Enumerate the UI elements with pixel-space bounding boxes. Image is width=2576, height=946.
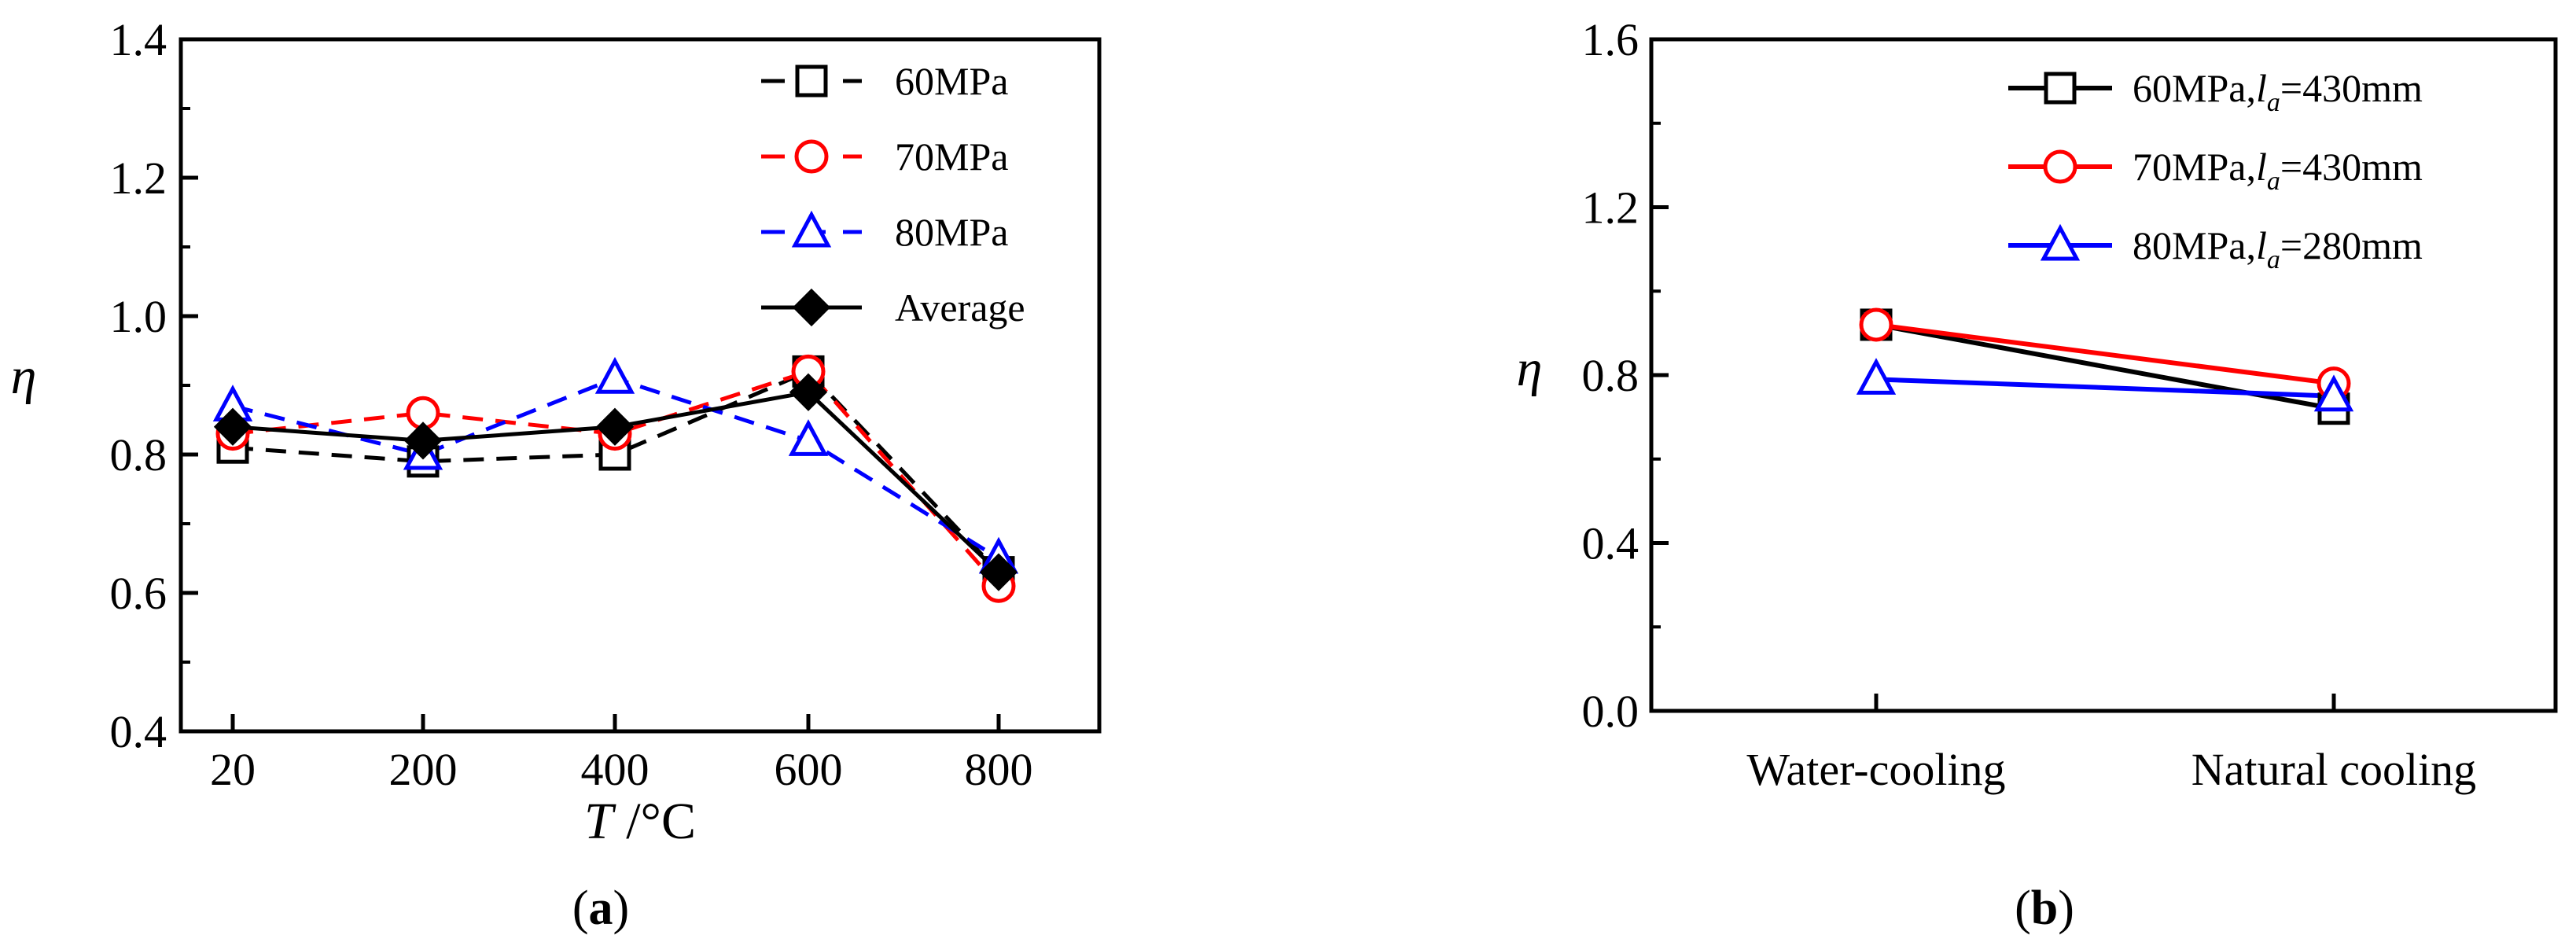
y-tick-label-b: 0.0 (1582, 686, 1639, 737)
legend-name-b-2: 80MPa, (2133, 223, 2256, 267)
y-tick-label-b: 0.4 (1582, 518, 1639, 569)
x-axis-label-a: T /°C (584, 793, 696, 850)
caption-b-letter: b (2031, 882, 2058, 935)
series-line-b-1 (1875, 322, 2335, 386)
x-tick-label-b: Natural cooling (2191, 744, 2476, 795)
legend-label-b-1: 70MPa,la=430mm (2133, 145, 2423, 196)
data-point-b-2-1 (2313, 374, 2354, 412)
legend-marker-b-1 (2043, 149, 2077, 184)
axes-a: 0.4 0.6 0.8 1.0 1.2 1.4 20 200 400 600 800 (110, 14, 1033, 795)
legend-l-b-2: l (2256, 223, 2267, 267)
legend-b: 60MPa,la=430mm70MPa,la=430mm80MPa,la=280… (2008, 66, 2423, 274)
y-tick-label-a: 0.8 (110, 429, 167, 480)
caption-a-close: ) (613, 882, 630, 935)
caption-b-close: ) (2058, 882, 2074, 935)
data-point-a-3-4 (979, 553, 1018, 591)
series-line-a-0 (232, 369, 1000, 574)
legend-label-b-0: 60MPa,la=430mm (2133, 66, 2423, 117)
y-tick-label-a: 0.4 (110, 706, 167, 757)
data-point-b-2-0 (1856, 358, 1897, 395)
data-point-a-2-3 (788, 419, 829, 456)
x-tick-label-a: 20 (210, 744, 256, 795)
legend-name-b-0: 60MPa, (2133, 66, 2256, 110)
y-tick-label-a: 0.6 (110, 568, 167, 619)
plot-frame-b (1649, 37, 2558, 713)
data-point-a-2-2 (594, 356, 635, 394)
series-a (212, 354, 1019, 603)
panel-b: 0.0 0.4 0.8 1.2 1.6 Water-cooling Natural cool… (1517, 14, 2558, 935)
legend-label-a-3: Average (895, 285, 1025, 329)
legend-sub-b-2: a (2267, 245, 2280, 274)
y-tick-label-b: 1.2 (1582, 182, 1639, 234)
y-tick-label-a: 1.2 (110, 153, 167, 204)
legend-label-b-2: 80MPa,la=280mm (2133, 223, 2423, 274)
legend-l-b-1: l (2256, 145, 2267, 189)
data-point-b-1-0 (1859, 307, 1893, 342)
x-tick-label-a: 800 (965, 744, 1033, 795)
y-tick-label-a: 1.0 (110, 291, 167, 342)
series-line-b-2 (1875, 377, 2335, 399)
legend-label-a-2: 80MPa (895, 210, 1008, 254)
data-point-a-3-2 (595, 407, 635, 446)
axes-b: 0.0 0.4 0.8 1.2 1.6 Water-cooling Natural cool… (1582, 14, 2477, 795)
legend-marker-b-2 (2040, 223, 2081, 261)
legend-marker-b-0 (2044, 72, 2077, 105)
legend-value-b-1: =430mm (2280, 145, 2423, 189)
data-point-a-3-0 (213, 407, 252, 446)
data-point-a-3-3 (789, 373, 828, 411)
legend-value-b-2: =280mm (2280, 223, 2423, 267)
caption-a-letter: a (589, 882, 613, 935)
legend-marker-a-1 (794, 139, 829, 174)
legend-l-b-0: l (2256, 66, 2267, 110)
legend-name-b-1: 70MPa, (2133, 145, 2256, 189)
y-axis-label-b: η (1517, 340, 1543, 397)
data-point-a-3-1 (403, 421, 443, 460)
legend-a: 60MPa 70MPa 80MPa Average (761, 59, 1025, 329)
series-line-b-0 (1875, 322, 2335, 411)
caption-b-open: ( (2015, 882, 2031, 935)
legend-value-b-0: =430mm (2280, 66, 2423, 110)
legend-sub-b-0: a (2267, 88, 2280, 117)
series-line-a-1 (232, 369, 1000, 587)
y-axis-label-a: η (11, 348, 37, 405)
legend-marker-a-3 (792, 288, 831, 327)
panel-a: 0.4 0.6 0.8 1.0 1.2 1.4 20 200 400 600 800 60MPa 70… (11, 14, 1102, 935)
legend-marker-a-0 (795, 64, 828, 98)
legend-label-a-1: 70MPa (895, 134, 1008, 179)
y-tick-label-b: 1.6 (1582, 14, 1639, 65)
caption-a-open: ( (572, 882, 589, 935)
caption-a: (a) (572, 882, 629, 935)
y-tick-label-a: 1.4 (110, 14, 167, 65)
y-tick-label-b: 0.8 (1582, 350, 1639, 401)
x-axis-var-a: T (584, 793, 616, 850)
legend-marker-a-2 (791, 210, 832, 248)
x-tick-label-a: 600 (775, 744, 843, 795)
x-axis-unit-a: /°C (613, 793, 696, 850)
series-b (1856, 307, 2354, 425)
x-tick-label-b: Water-cooling (1746, 744, 2005, 795)
caption-b: (b) (2015, 882, 2074, 935)
x-tick-label-a: 200 (389, 744, 458, 795)
legend-label-a-0: 60MPa (895, 59, 1008, 103)
x-tick-label-a: 400 (581, 744, 650, 795)
legend-sub-b-1: a (2267, 167, 2280, 196)
